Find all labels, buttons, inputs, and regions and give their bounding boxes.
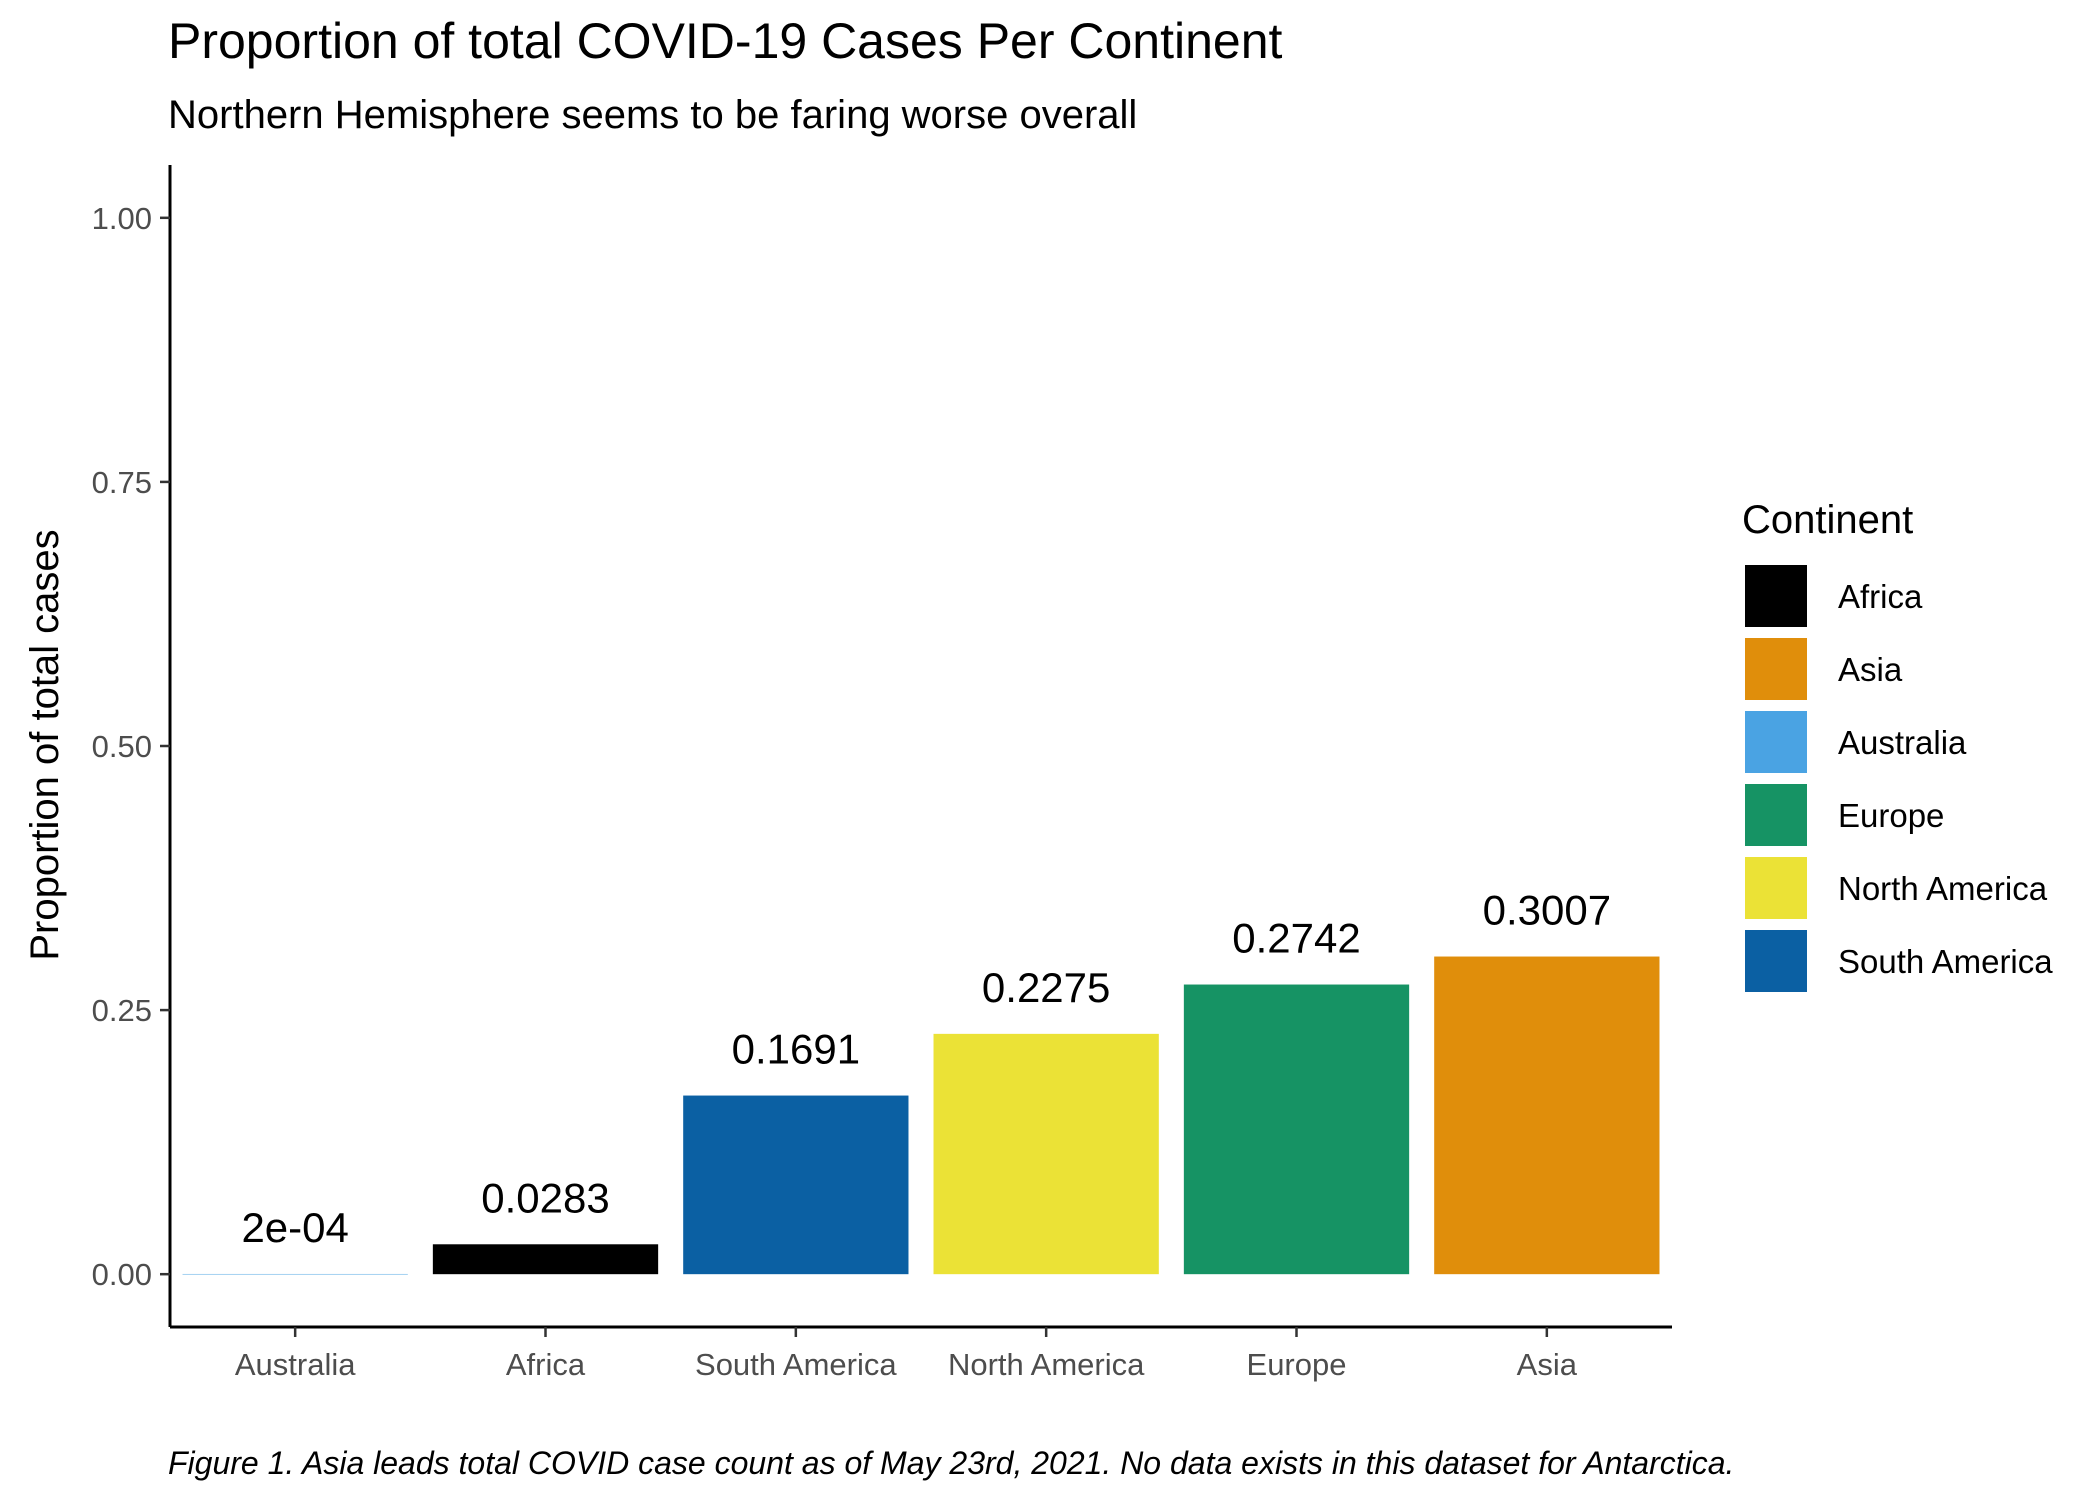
legend-label: Asia	[1838, 651, 1903, 688]
x-tick-label: North America	[948, 1347, 1145, 1382]
data-label: 0.0283	[481, 1174, 609, 1221]
data-label: 0.2275	[982, 964, 1110, 1011]
plot-area: 0.00 0.25 0.50 0.75 1.00 2e-04 Australia 0.0283…	[92, 165, 1672, 1382]
legend-swatch	[1745, 930, 1807, 992]
legend-label: North America	[1838, 870, 2048, 907]
legend-swatch	[1745, 638, 1807, 700]
data-label: 0.1691	[732, 1026, 860, 1073]
y-tick-label: 0.00	[92, 1257, 152, 1292]
legend-swatch	[1745, 857, 1807, 919]
legend-swatch	[1745, 565, 1807, 627]
x-tick-label: Europe	[1247, 1347, 1347, 1382]
x-tick-label: Africa	[506, 1347, 586, 1382]
bar	[1434, 956, 1660, 1275]
chart-subtitle: Northern Hemisphere seems to be faring w…	[168, 93, 1137, 137]
y-tick-label: 0.50	[92, 729, 152, 764]
x-tick-label: South America	[695, 1347, 897, 1382]
legend-swatch	[1745, 784, 1807, 846]
data-label: 2e-04	[241, 1204, 348, 1251]
x-tick-label: Asia	[1517, 1347, 1578, 1382]
chart-title: Proportion of total COVID-19 Cases Per C…	[168, 13, 1283, 69]
legend-label: South America	[1838, 943, 2053, 980]
legend: Continent Africa Asia Australia Europe North…	[1742, 498, 2053, 992]
bar	[933, 1033, 1159, 1275]
legend-label: Europe	[1838, 797, 1944, 834]
y-tick-label: 1.00	[92, 201, 152, 236]
bar	[683, 1095, 909, 1275]
legend-swatch	[1745, 711, 1807, 773]
legend-label: Australia	[1838, 724, 1967, 761]
bar	[1183, 984, 1410, 1275]
legend-label: Africa	[1838, 578, 1923, 615]
legend-title: Continent	[1742, 498, 1913, 542]
data-label: 0.2742	[1232, 915, 1360, 962]
y-tick-label: 0.25	[92, 993, 152, 1028]
y-tick-label: 0.75	[92, 465, 152, 500]
bar	[182, 1273, 408, 1275]
figure-caption: Figure 1. Asia leads total COVID case co…	[168, 1445, 1734, 1481]
y-axis-label: Proportion of total cases	[23, 529, 67, 960]
data-label: 0.3007	[1483, 887, 1611, 934]
bar	[432, 1244, 659, 1275]
x-tick-label: Australia	[235, 1347, 356, 1382]
